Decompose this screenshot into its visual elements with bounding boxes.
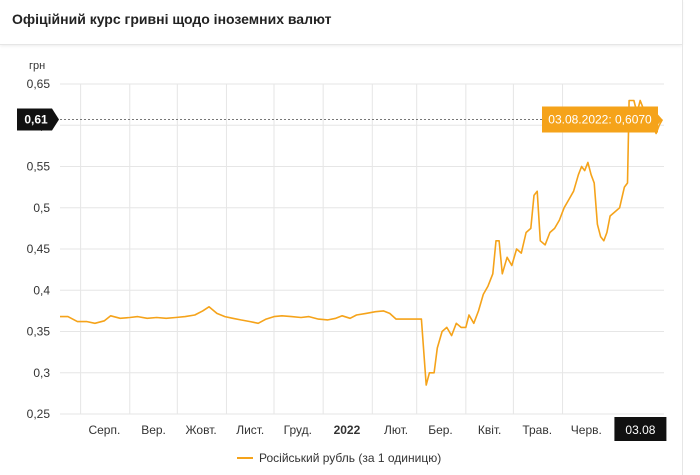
y-tick-label: 0,45 [27, 242, 51, 256]
x-tick-label: Бер. [428, 423, 453, 437]
x-tick-label: Черв. [571, 423, 602, 437]
x-tick-label: 2022 [334, 423, 361, 437]
tooltip-bg [542, 106, 663, 133]
crosshair-x-date: 03.08 [625, 423, 655, 437]
x-tick-label: Груд. [284, 423, 312, 437]
y-tick-label: 0,3 [33, 366, 50, 380]
x-tick-label: Трав. [522, 423, 552, 437]
series-line-rub[interactable] [60, 99, 664, 386]
x-tick-label: Квіт. [478, 423, 502, 437]
crosshair-x-badge: 03.08 [614, 417, 667, 441]
legend-label: Російський рубль (за 1 одиницю) [259, 451, 442, 465]
crosshair-y-badge-bg [17, 108, 59, 131]
crosshair-y-badge: 0,61 [17, 108, 59, 131]
x-tick-label: Лист. [236, 423, 264, 437]
x-tick-label: Серп. [88, 423, 120, 437]
chart-legend[interactable]: Російський рубль (за 1 одиницю) [237, 451, 441, 465]
crosshair-x-badge-bg [614, 417, 667, 441]
x-axis-ticks: Серп. Вер. Жовт. Лист. Груд. 2022 Лют. Бер. Квіт… [88, 423, 601, 437]
x-tick-label: Лют. [384, 423, 408, 437]
y-tick-label: 0,25 [27, 407, 51, 421]
gridlines [60, 83, 664, 415]
x-tick-label: Вер. [141, 423, 166, 437]
panel-border [682, 0, 683, 475]
crosshair-y-value: 0,61 [24, 112, 48, 126]
y-axis-unit-label: грн [29, 60, 45, 72]
y-tick-label: 0,35 [27, 325, 51, 339]
y-tick-label: 0,4 [33, 283, 50, 297]
y-tick-label: 0,5 [33, 201, 50, 215]
chart-header: Офіційний курс гривні щодо іноземних вал… [0, 0, 682, 45]
legend-line-swatch [237, 457, 253, 459]
y-tick-label: 0,55 [27, 160, 51, 174]
x-tick-label: Жовт. [185, 423, 216, 437]
tooltip-text: 03.08.2022: 0,6070 [548, 112, 652, 126]
data-tooltip: 03.08.2022: 0,6070 [542, 106, 663, 133]
page-title: Офіційний курс гривні щодо іноземних вал… [12, 11, 332, 27]
y-tick-label: 0,65 [27, 77, 51, 91]
